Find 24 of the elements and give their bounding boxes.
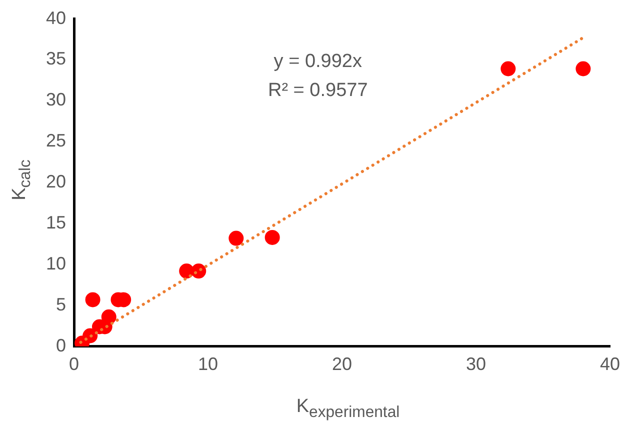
y-tick-label: 40 (46, 8, 66, 28)
y-tick-label: 5 (56, 294, 66, 314)
point (500, 61, 516, 76)
point (264, 230, 280, 245)
y-tick-label: 30 (46, 90, 66, 110)
y-tick-label: 15 (46, 212, 66, 233)
y-tick-label: 35 (46, 48, 66, 69)
y-tick-label: 0 (56, 335, 66, 356)
annotation: R² = 0.9577 (268, 80, 368, 102)
x-tick-label: 30 (466, 354, 486, 374)
point (228, 230, 244, 246)
x-tick-label: 40 (600, 354, 620, 374)
point (101, 309, 116, 324)
x-axis-title: K$_{experimental}$ (296, 396, 400, 422)
x-tick-label: 0 (69, 354, 80, 374)
y-tick-label: 25 (46, 130, 66, 151)
x-tick-label: 20 (332, 354, 352, 374)
x-tick-label: 10 (198, 354, 218, 374)
annotation: y = 0.992x (274, 51, 362, 72)
point (191, 264, 206, 279)
y-tick-label: 10 (46, 253, 66, 274)
point (85, 292, 100, 308)
y-tick-label: 20 (46, 172, 66, 192)
point (576, 61, 591, 76)
